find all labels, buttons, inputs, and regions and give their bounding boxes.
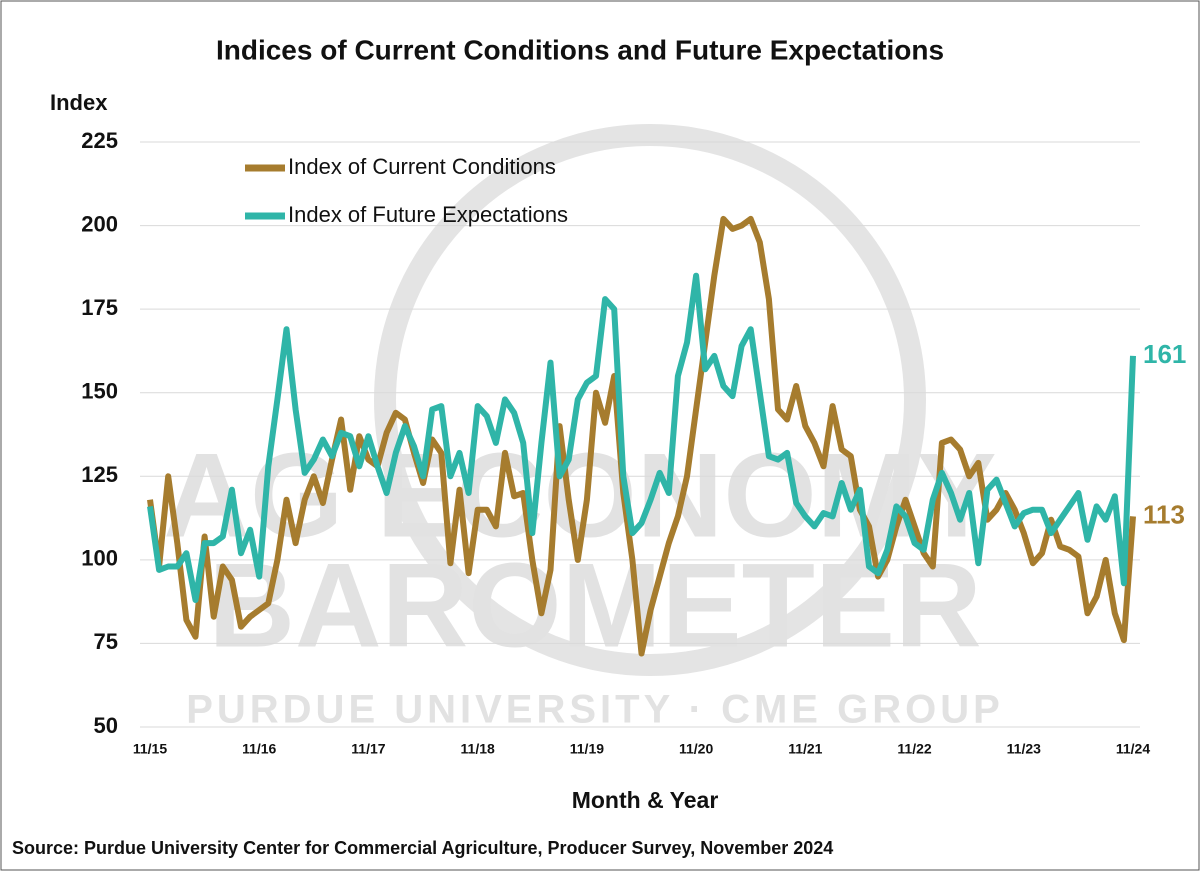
y-tick-label: 125	[81, 462, 118, 487]
watermark-text: PURDUE UNIVERSITY · CME GROUP	[186, 688, 1004, 732]
legend-label: Index of Current Conditions	[288, 154, 556, 179]
y-tick-label: 100	[81, 546, 118, 571]
data-line	[147, 272, 1136, 603]
x-tick-label: 11/18	[461, 741, 495, 757]
x-tick-label: 11/23	[1007, 741, 1041, 757]
x-tick-label: 11/15	[133, 741, 167, 757]
data-line	[147, 215, 1136, 657]
x-tick-label: 11/17	[351, 741, 385, 757]
x-axis-label: Month & Year	[572, 787, 719, 813]
source-note: Source: Purdue University Center for Com…	[12, 838, 833, 858]
legend-label: Index of Future Expectations	[288, 202, 568, 227]
x-tick-label: 11/16	[242, 741, 276, 757]
y-tick-label: 150	[81, 379, 118, 404]
x-tick-label: 11/21	[788, 741, 822, 757]
y-tick-label: 50	[94, 713, 118, 738]
x-tick-label: 11/20	[679, 741, 713, 757]
x-tick-label: 11/19	[570, 741, 604, 757]
chart-title: Indices of Current Conditions and Future…	[216, 34, 944, 65]
watermark-dial	[374, 124, 926, 676]
y-tick-label: 75	[94, 629, 118, 654]
end-label: 161	[1143, 339, 1186, 369]
watermark-text: BAROMETER	[208, 539, 981, 673]
x-tick-label: 11/22	[897, 741, 931, 757]
y-tick-label: 175	[81, 295, 118, 320]
watermark: AG ECONOMY BAROMETER PURDUE UNIVERSITY ·…	[163, 124, 1004, 732]
x-tick-label: 11/24	[1116, 741, 1150, 757]
y-axis-label: Index	[50, 90, 108, 115]
y-tick-label: 225	[81, 128, 118, 153]
y-tick-label: 200	[81, 211, 118, 236]
end-label: 113	[1143, 499, 1185, 529]
